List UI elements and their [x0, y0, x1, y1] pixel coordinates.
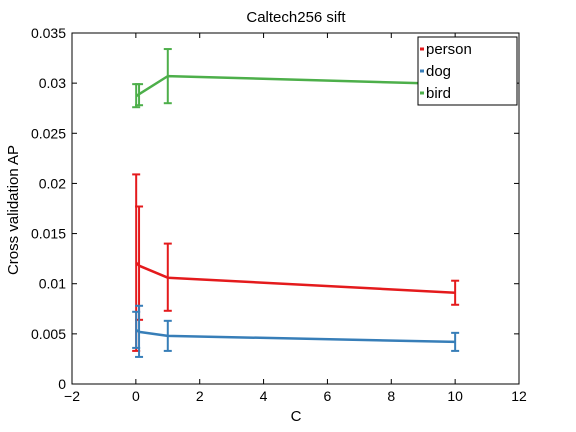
series-line-bird — [135, 74, 456, 98]
series-line-person — [135, 261, 456, 294]
y-tick-label: 0.015 — [31, 226, 66, 242]
legend-label-bird: bird — [426, 85, 451, 102]
legend-label-dog: dog — [426, 63, 451, 80]
x-tick-label: 12 — [511, 388, 527, 404]
plot-area: −2 0 2 4 6 8 10 1200.0050.010.0150.020.0250.030… — [31, 25, 527, 404]
chart-title: Caltech256 sift — [246, 9, 346, 26]
x-tick-label: 6 — [324, 388, 332, 404]
y-tick-label: 0.01 — [39, 276, 66, 292]
x-tick-label: 10 — [447, 388, 463, 404]
y-tick-label: 0.035 — [31, 25, 66, 41]
y-axis-label: Cross validation AP — [5, 145, 22, 275]
legend-label-person: person — [426, 41, 472, 58]
y-tick-label: 0.03 — [39, 75, 66, 91]
x-axis-label: C — [291, 408, 302, 425]
y-tick-label: 0.005 — [31, 326, 66, 342]
series-line-dog — [135, 328, 456, 344]
y-tick-label: 0 — [58, 376, 66, 392]
y-tick-label: 0.025 — [31, 125, 66, 141]
x-tick-label: 0 — [132, 388, 140, 404]
x-tick-label: 4 — [260, 388, 268, 404]
axes-box — [71, 32, 520, 385]
x-tick-label: −2 — [64, 388, 80, 404]
x-tick-label: 2 — [196, 388, 204, 404]
y-tick-label: 0.02 — [39, 175, 66, 191]
x-tick-label: 8 — [387, 388, 395, 404]
legend-box — [417, 36, 518, 106]
